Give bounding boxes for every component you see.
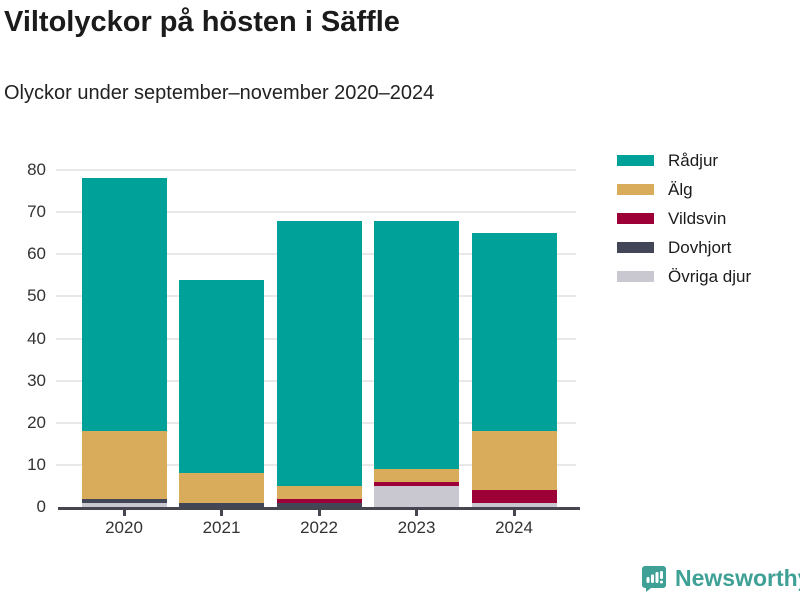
x-tick-label: 2020 — [105, 518, 143, 537]
y-tick-label: 60 — [27, 244, 46, 264]
bar-segment-Rådjur — [471, 233, 557, 432]
legend-item-Dovhjort: Dovhjort — [617, 233, 751, 262]
bar-segment-Älg — [276, 485, 362, 499]
bar-segment-Vildsvin — [471, 490, 557, 503]
bar-segment-Övriga djur — [374, 485, 459, 507]
legend: Rådjur Älg Vildsvin Dovhjort Övriga djur — [617, 146, 751, 291]
legend-label: Älg — [668, 179, 693, 199]
legend-label: Vildsvin — [668, 208, 727, 228]
legend-item-Övriga djur: Övriga djur — [617, 262, 751, 291]
bar-segment-Vildsvin — [374, 481, 459, 486]
chart-subtitle: Olyckor under september–november 2020–20… — [4, 82, 435, 104]
y-tick-label: 10 — [27, 454, 46, 474]
y-tick-label: 20 — [27, 412, 46, 432]
bar-segment-Dovhjort — [179, 502, 264, 507]
bar-segment-Älg — [81, 431, 167, 499]
bar-segment-Älg — [374, 469, 459, 482]
y-tick-label: 40 — [27, 328, 46, 348]
legend-label: Dovhjort — [668, 237, 732, 257]
brand-name: Newsworthy — [675, 564, 800, 591]
brand-footer: Newsworthy — [640, 564, 800, 592]
legend-item-Vildsvin: Vildsvin — [617, 204, 751, 233]
bar-segment-Älg — [471, 431, 557, 491]
y-tick-label: 50 — [27, 286, 46, 306]
x-tick-label: 2024 — [495, 518, 533, 537]
x-tick-label: 2021 — [202, 518, 241, 537]
legend-label: Rådjur — [668, 150, 719, 170]
bar-segment-Övriga djur — [471, 502, 557, 507]
bar-2021 — [179, 279, 264, 507]
bar-segment-Rådjur — [276, 220, 362, 486]
bar-segment-Övriga djur — [81, 502, 167, 507]
bar-2022 — [276, 220, 362, 507]
x-tick-label: 2023 — [397, 518, 436, 537]
newsworthy-logo-icon — [642, 566, 666, 592]
legend-label: Övriga djur — [668, 266, 752, 286]
x-tick-mark — [512, 510, 516, 516]
legend-swatch — [617, 213, 654, 224]
gridline — [56, 169, 576, 171]
legend-item-Rådjur: Rådjur — [617, 146, 751, 175]
y-tick-label: 0 — [36, 497, 46, 516]
bar-2024 — [471, 233, 557, 507]
bar-segment-Rådjur — [374, 220, 459, 470]
plot-area — [56, 169, 580, 510]
legend-swatch — [617, 242, 654, 253]
legend-swatch — [617, 155, 654, 166]
gridline — [56, 211, 576, 214]
x-axis-line — [58, 507, 580, 510]
y-tick-label: 80 — [27, 160, 46, 179]
bar-2023 — [374, 220, 459, 507]
legend-swatch — [617, 184, 654, 195]
x-tick-mark — [122, 510, 126, 516]
legend-item-Älg: Älg — [617, 175, 751, 204]
bar-segment-Dovhjort — [81, 498, 167, 503]
x-tick-mark — [317, 510, 321, 516]
chart-title: Viltolyckor på hösten i Säffle — [4, 6, 400, 38]
x-tick-mark — [415, 510, 418, 516]
bar-2020 — [81, 178, 167, 507]
y-tick-label: 30 — [27, 370, 46, 390]
x-tick-label: 2022 — [300, 518, 338, 537]
bar-segment-Vildsvin — [276, 498, 362, 503]
legend-swatch — [617, 271, 654, 282]
bar-segment-Älg — [179, 473, 264, 503]
bar-segment-Rådjur — [81, 178, 167, 432]
bar-segment-Rådjur — [179, 279, 264, 474]
y-tick-label: 70 — [27, 202, 46, 222]
x-tick-mark — [220, 510, 223, 516]
bar-segment-Dovhjort — [276, 502, 362, 507]
